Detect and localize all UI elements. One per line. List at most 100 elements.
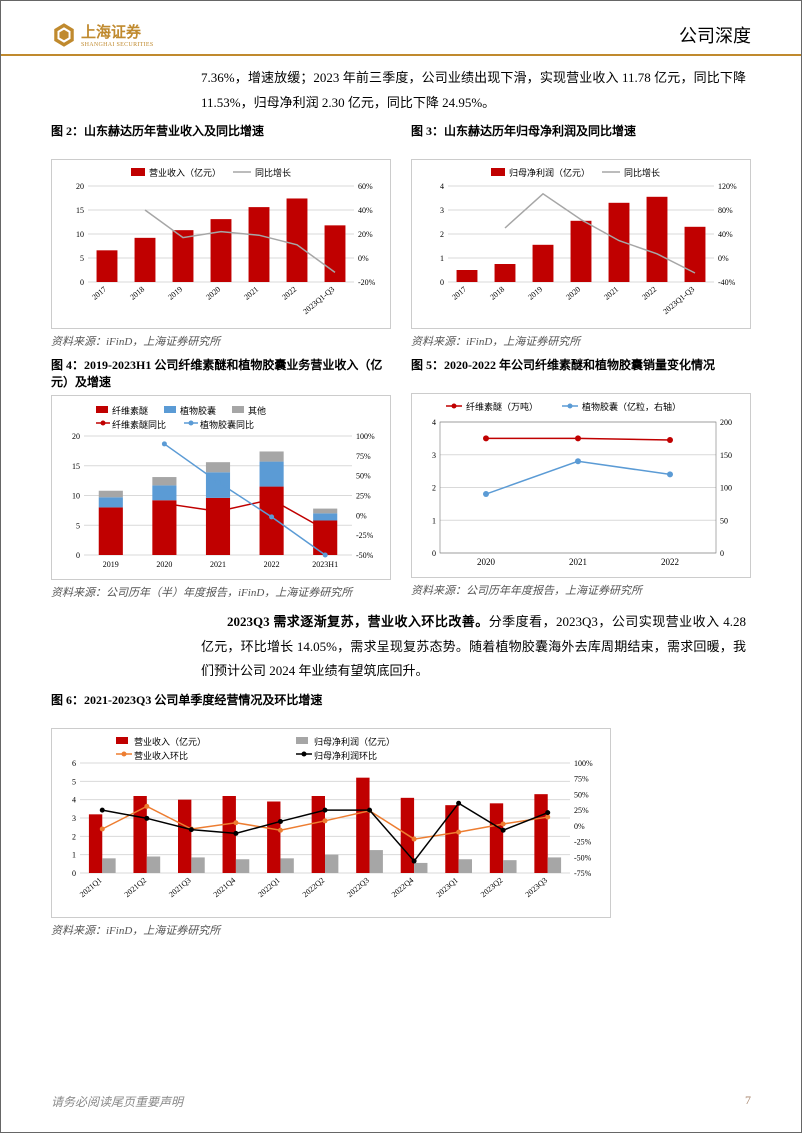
fig5-title: 图 5：2020-2022 年公司纤维素醚和植物胶囊销量变化情况: [411, 357, 751, 389]
page-header: 上海证券 SHANGHAI SECURITIES 公司深度: [1, 1, 801, 56]
svg-text:2022Q4: 2022Q4: [390, 876, 416, 899]
svg-text:1: 1: [440, 254, 444, 263]
svg-text:80%: 80%: [718, 206, 733, 215]
svg-text:0%: 0%: [358, 254, 369, 263]
page-number: 7: [745, 1093, 751, 1110]
svg-text:0: 0: [720, 549, 724, 558]
svg-text:75%: 75%: [356, 452, 371, 461]
svg-text:2022Q1: 2022Q1: [256, 876, 282, 899]
svg-text:150: 150: [720, 451, 732, 460]
svg-text:2018: 2018: [488, 285, 506, 302]
svg-text:2022: 2022: [264, 560, 280, 569]
svg-text:2020: 2020: [204, 285, 222, 302]
svg-text:-25%: -25%: [356, 531, 374, 540]
fig2-source: 资料来源：iFinD，上海证券研究所: [51, 333, 391, 349]
fig2-chart: 营业收入（亿元）同比增长05101520-20%0%20%40%60%20172…: [51, 159, 391, 329]
svg-text:0%: 0%: [574, 822, 585, 831]
svg-text:4: 4: [440, 182, 444, 191]
svg-text:15: 15: [72, 462, 80, 471]
fig4-chart: 纤维素醚植物胶囊其他纤维素醚同比植物胶囊同比05101520-50%-25%0%…: [51, 395, 391, 580]
svg-text:0: 0: [440, 278, 444, 287]
svg-text:2021Q1: 2021Q1: [78, 876, 104, 899]
svg-text:纤维素醚: 纤维素醚: [112, 405, 148, 416]
fig4-source: 资料来源：公司历年（半）年度报告，iFinD，上海证券研究所: [51, 584, 391, 600]
svg-text:2: 2: [432, 484, 436, 493]
svg-text:-75%: -75%: [574, 869, 592, 878]
svg-text:归母净利润环比: 归母净利润环比: [314, 750, 377, 761]
svg-text:5: 5: [76, 521, 80, 530]
svg-text:2021: 2021: [602, 285, 620, 302]
svg-text:营业收入（亿元）: 营业收入（亿元）: [134, 736, 206, 747]
svg-text:20: 20: [72, 432, 80, 441]
svg-text:2: 2: [72, 832, 76, 841]
svg-text:营业收入环比: 营业收入环比: [134, 750, 188, 761]
svg-text:2020: 2020: [564, 285, 582, 302]
svg-text:2018: 2018: [128, 285, 146, 302]
mid-paragraph: 2023Q3 需求逐渐复苏，营业收入环比改善。分季度看，2023Q3，公司实现营…: [201, 610, 746, 684]
svg-text:2021: 2021: [210, 560, 226, 569]
svg-text:15: 15: [76, 206, 84, 215]
svg-text:10: 10: [76, 230, 84, 239]
fig5-source: 资料来源：公司历年年度报告，上海证券研究所: [411, 582, 751, 598]
svg-text:2023Q1-Q3: 2023Q1-Q3: [301, 285, 336, 316]
svg-text:0: 0: [432, 549, 436, 558]
svg-text:0: 0: [76, 551, 80, 560]
svg-text:0: 0: [72, 869, 76, 878]
svg-text:2022Q3: 2022Q3: [345, 876, 371, 899]
svg-text:归母净利润（亿元）: 归母净利润（亿元）: [509, 167, 590, 178]
svg-text:2021Q3: 2021Q3: [167, 876, 193, 899]
svg-text:2023Q1: 2023Q1: [434, 876, 460, 899]
svg-text:0: 0: [80, 278, 84, 287]
svg-text:2022: 2022: [640, 285, 658, 302]
svg-text:0%: 0%: [718, 254, 729, 263]
svg-text:2020: 2020: [156, 560, 172, 569]
svg-text:5: 5: [80, 254, 84, 263]
svg-text:3: 3: [440, 206, 444, 215]
logo-text-cn: 上海证券: [81, 21, 154, 42]
svg-text:-50%: -50%: [356, 551, 374, 560]
svg-text:100: 100: [720, 484, 732, 493]
svg-text:20: 20: [76, 182, 84, 191]
svg-text:2017: 2017: [450, 285, 468, 302]
fig3-source: 资料来源：iFinD，上海证券研究所: [411, 333, 751, 349]
svg-text:2021Q2: 2021Q2: [123, 876, 149, 899]
fig6-source: 资料来源：iFinD，上海证券研究所: [51, 922, 751, 938]
chart-row-2: 图 4：2019-2023H1 公司纤维素醚和植物胶囊业务营业收入（亿元）及增速…: [1, 349, 801, 600]
svg-text:2022: 2022: [280, 285, 298, 302]
svg-text:归母净利润（亿元）: 归母净利润（亿元）: [314, 736, 395, 747]
svg-text:纤维素醚同比: 纤维素醚同比: [112, 419, 166, 430]
fig6-title: 图 6：2021-2023Q3 公司单季度经营情况及环比增速: [51, 692, 751, 724]
svg-text:3: 3: [432, 451, 436, 460]
svg-text:2019: 2019: [166, 285, 184, 302]
svg-text:营业收入（亿元）: 营业收入（亿元）: [149, 167, 221, 178]
svg-text:2: 2: [440, 230, 444, 239]
svg-text:40%: 40%: [718, 230, 733, 239]
svg-text:20%: 20%: [358, 230, 373, 239]
svg-text:25%: 25%: [356, 491, 371, 500]
fig4-title: 图 4：2019-2023H1 公司纤维素醚和植物胶囊业务营业收入（亿元）及增速: [51, 357, 391, 391]
svg-text:50%: 50%: [356, 472, 371, 481]
mid-bold: 2023Q3 需求逐渐复苏，营业收入环比改善。: [227, 614, 489, 629]
logo-icon: [51, 22, 77, 48]
svg-text:同比增长: 同比增长: [255, 167, 291, 178]
svg-text:60%: 60%: [358, 182, 373, 191]
svg-text:2020: 2020: [477, 557, 496, 567]
svg-text:3: 3: [72, 814, 76, 823]
svg-text:2019: 2019: [526, 285, 544, 302]
svg-text:5: 5: [72, 777, 76, 786]
svg-text:2023Q1-Q3: 2023Q1-Q3: [661, 285, 696, 316]
svg-text:50: 50: [720, 517, 728, 526]
svg-text:100%: 100%: [356, 432, 375, 441]
chart-row-3: 图 6：2021-2023Q3 公司单季度经营情况及环比增速 营业收入（亿元） 归…: [1, 684, 801, 938]
svg-text:2022: 2022: [661, 557, 679, 567]
chart-row-1: 图 2：山东赫达历年营业收入及同比增速 营业收入（亿元）同比增长05101520…: [1, 115, 801, 349]
fig3-chart: 归母净利润（亿元）同比增长01234-40%0%40%80%120%201720…: [411, 159, 751, 329]
fig5-chart: 纤维素醚（万吨）植物胶囊（亿粒，右轴）012340501001502002020…: [411, 393, 751, 578]
svg-text:-25%: -25%: [574, 838, 592, 847]
svg-text:2023H1: 2023H1: [312, 560, 338, 569]
svg-text:同比增长: 同比增长: [624, 167, 660, 178]
svg-text:2019: 2019: [103, 560, 119, 569]
svg-text:-50%: -50%: [574, 853, 592, 862]
svg-text:100%: 100%: [574, 759, 593, 768]
svg-text:2023Q2: 2023Q2: [479, 876, 505, 899]
